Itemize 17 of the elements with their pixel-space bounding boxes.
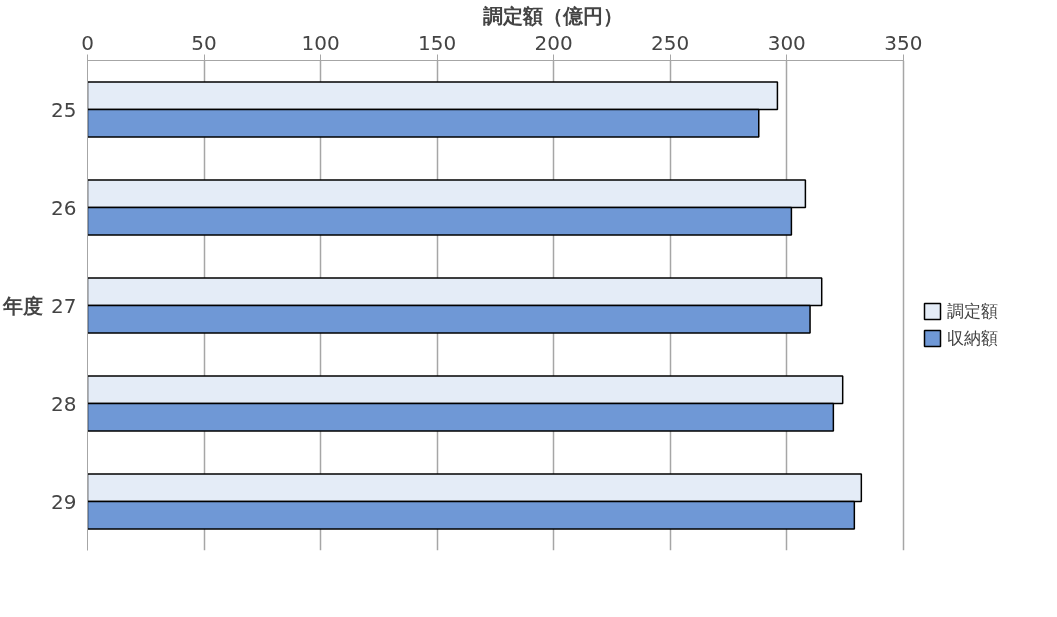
y-tick-label: 29 — [51, 489, 77, 514]
x-tick-label: 0 — [81, 30, 94, 55]
x-axis-title: 調定額（億円） — [482, 3, 623, 28]
x-tick-label: 300 — [767, 30, 806, 55]
y-tick-label: 26 — [51, 195, 77, 220]
y-tick-label: 25 — [51, 97, 77, 122]
x-tick-label: 50 — [191, 30, 217, 55]
x-tick-label: 100 — [301, 30, 340, 55]
x-tick-label: 350 — [884, 30, 923, 55]
x-tick-label: 250 — [651, 30, 690, 55]
x-tick-label: 150 — [418, 30, 457, 55]
y-tick-label: 27 — [51, 293, 77, 318]
y-axis-title: 年度 — [2, 293, 44, 318]
legend-label: 調定額 — [947, 300, 998, 323]
legend-label: 収納額 — [947, 327, 998, 350]
y-tick-label: 28 — [51, 391, 77, 416]
x-tick-label: 200 — [534, 30, 573, 55]
